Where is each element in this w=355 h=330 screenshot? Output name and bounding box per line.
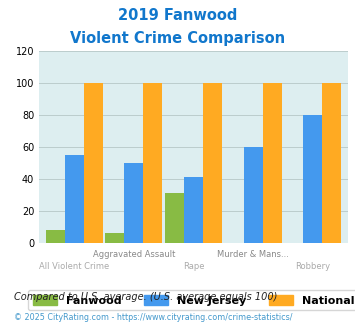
Bar [105, 233, 124, 243]
Text: All Violent Crime: All Violent Crime [39, 262, 109, 271]
Bar [165, 193, 184, 243]
Text: Rape: Rape [183, 262, 204, 271]
Bar [184, 177, 203, 243]
Text: © 2025 CityRating.com - https://www.cityrating.com/crime-statistics/: © 2025 CityRating.com - https://www.city… [14, 313, 293, 322]
Text: Robbery: Robbery [295, 262, 331, 271]
Bar [203, 83, 222, 243]
Text: Violent Crime Comparison: Violent Crime Comparison [70, 31, 285, 46]
Bar [244, 147, 263, 243]
Bar [263, 83, 282, 243]
Bar [322, 83, 341, 243]
Bar [143, 83, 162, 243]
Bar [303, 115, 322, 243]
Text: Compared to U.S. average. (U.S. average equals 100): Compared to U.S. average. (U.S. average … [14, 292, 278, 302]
Bar [65, 155, 84, 243]
Legend: Fanwood, New Jersey, National: Fanwood, New Jersey, National [28, 290, 355, 310]
Text: Aggravated Assault: Aggravated Assault [93, 250, 175, 259]
Bar [46, 230, 65, 243]
Bar [124, 163, 143, 243]
Bar [84, 83, 103, 243]
Text: Murder & Mans...: Murder & Mans... [217, 250, 289, 259]
Text: 2019 Fanwood: 2019 Fanwood [118, 8, 237, 23]
